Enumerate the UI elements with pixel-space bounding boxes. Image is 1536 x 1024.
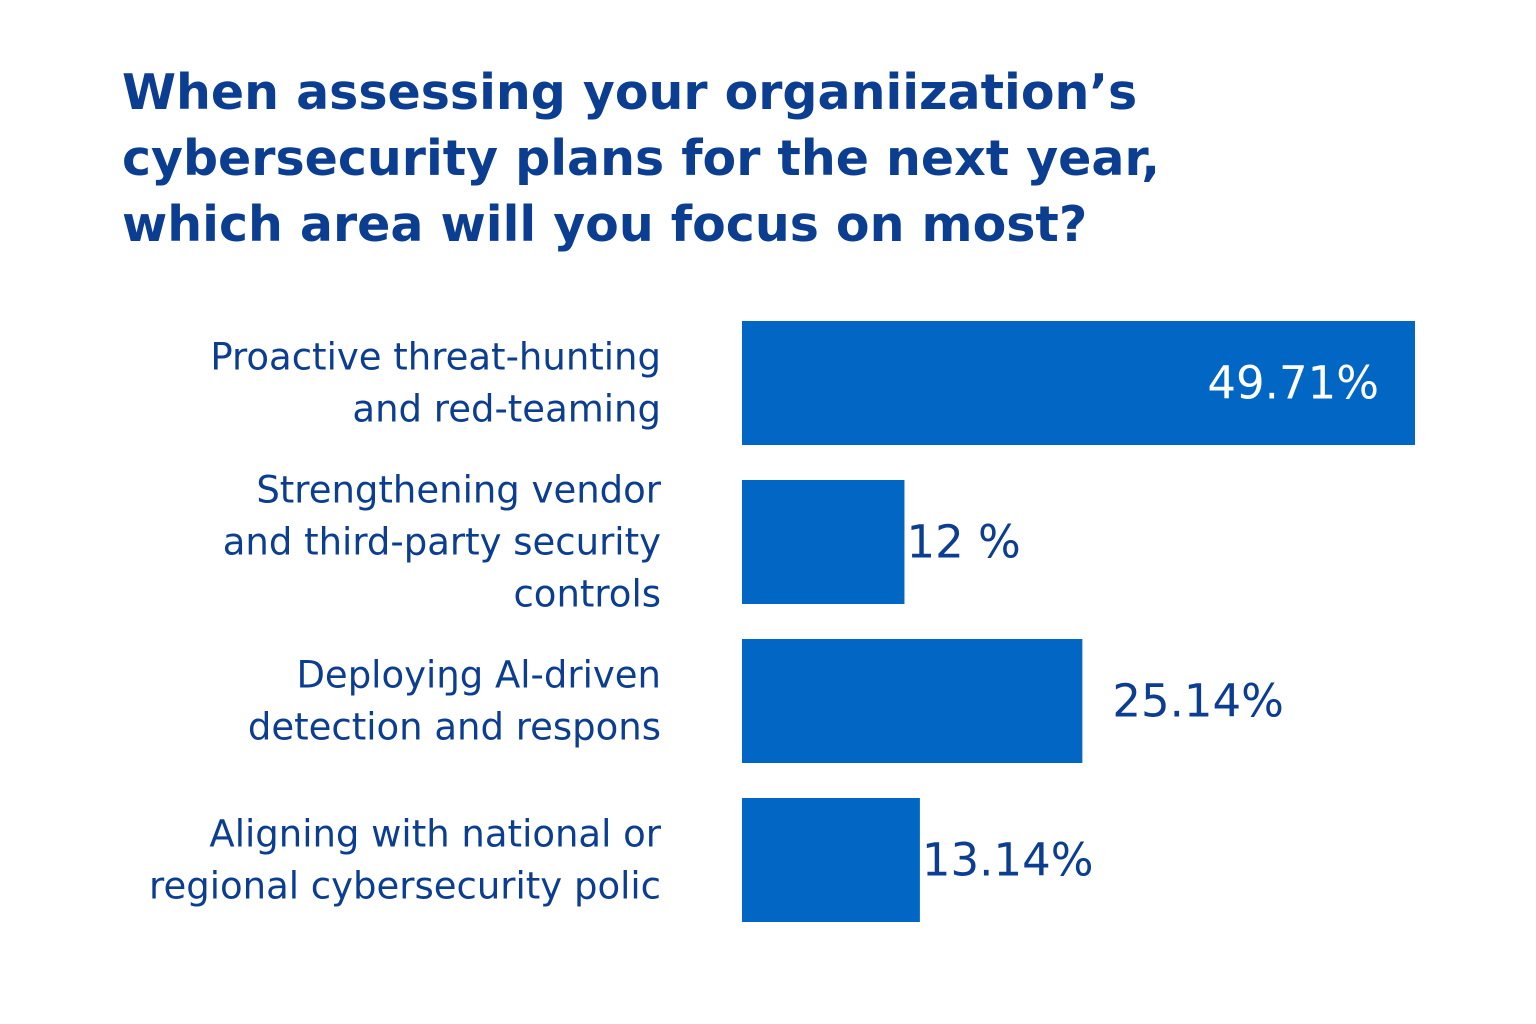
category-label-line: Deployiŋg Al-driven — [296, 654, 661, 697]
category-label-line: and red-teaming — [352, 388, 661, 431]
bar-1 — [742, 321, 1415, 445]
value-label-3: 25.14% — [1112, 675, 1284, 728]
category-label-1: Proactive threat-hunting and red-teaming — [210, 336, 661, 431]
value-label-2: 12 % — [906, 516, 1020, 569]
category-label-line: and third-party security — [223, 521, 661, 564]
category-label-line: controls — [513, 573, 661, 616]
category-label-line: detection and respons — [248, 706, 661, 749]
category-label-2: Strengthening vendor and third-party secu… — [223, 469, 662, 616]
value-label-1: 49.71% — [1207, 357, 1379, 410]
bar-3 — [742, 639, 1083, 763]
category-label-3: Deployiŋg Al-driven detection and respons — [248, 654, 661, 749]
category-label-4: Aligning with national or regional cybers… — [149, 813, 662, 908]
chart-title: When assessing your organiization’s cybe… — [122, 64, 1161, 253]
value-label-4: 13.14% — [922, 834, 1094, 887]
bar-4 — [742, 798, 920, 922]
category-label-line: Aligning with national or — [209, 813, 661, 856]
chart-title-container: When assessing your organiization’s cybe… — [122, 60, 1222, 258]
category-label-line: Strengthening vendor — [256, 469, 661, 512]
category-label-line: regional cybersecurity polic — [149, 865, 661, 908]
category-label-line: Proactive threat-hunting — [210, 336, 661, 379]
bar-2 — [742, 480, 905, 604]
